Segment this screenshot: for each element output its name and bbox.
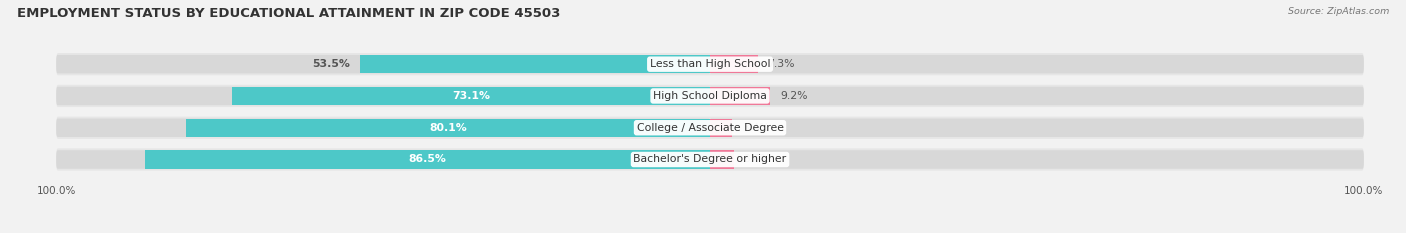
Text: 73.1%: 73.1% [453, 91, 491, 101]
Text: EMPLOYMENT STATUS BY EDUCATIONAL ATTAINMENT IN ZIP CODE 45503: EMPLOYMENT STATUS BY EDUCATIONAL ATTAINM… [17, 7, 560, 20]
Bar [710, 119, 733, 137]
Bar [145, 150, 710, 169]
Bar [710, 87, 770, 105]
Text: Source: ZipAtlas.com: Source: ZipAtlas.com [1288, 7, 1389, 16]
FancyBboxPatch shape [56, 150, 710, 169]
FancyBboxPatch shape [56, 55, 710, 73]
Text: 80.1%: 80.1% [429, 123, 467, 133]
Bar [710, 150, 734, 169]
Bar [187, 119, 710, 137]
FancyBboxPatch shape [56, 53, 1364, 75]
Text: 53.5%: 53.5% [312, 59, 350, 69]
FancyBboxPatch shape [56, 87, 710, 105]
Text: Less than High School: Less than High School [650, 59, 770, 69]
FancyBboxPatch shape [56, 148, 1364, 171]
Text: College / Associate Degree: College / Associate Degree [637, 123, 783, 133]
Text: 9.2%: 9.2% [780, 91, 807, 101]
FancyBboxPatch shape [710, 150, 1364, 169]
Bar [360, 55, 710, 73]
Text: 3.4%: 3.4% [742, 123, 769, 133]
FancyBboxPatch shape [710, 87, 1364, 105]
Text: 7.3%: 7.3% [768, 59, 794, 69]
Text: Bachelor's Degree or higher: Bachelor's Degree or higher [634, 154, 786, 164]
FancyBboxPatch shape [56, 85, 1364, 107]
Text: 86.5%: 86.5% [408, 154, 446, 164]
FancyBboxPatch shape [56, 116, 1364, 139]
FancyBboxPatch shape [710, 119, 1364, 137]
FancyBboxPatch shape [56, 119, 710, 137]
Text: 3.6%: 3.6% [744, 154, 770, 164]
Bar [710, 55, 758, 73]
Text: High School Diploma: High School Diploma [654, 91, 766, 101]
FancyBboxPatch shape [710, 55, 1364, 73]
Bar [232, 87, 710, 105]
